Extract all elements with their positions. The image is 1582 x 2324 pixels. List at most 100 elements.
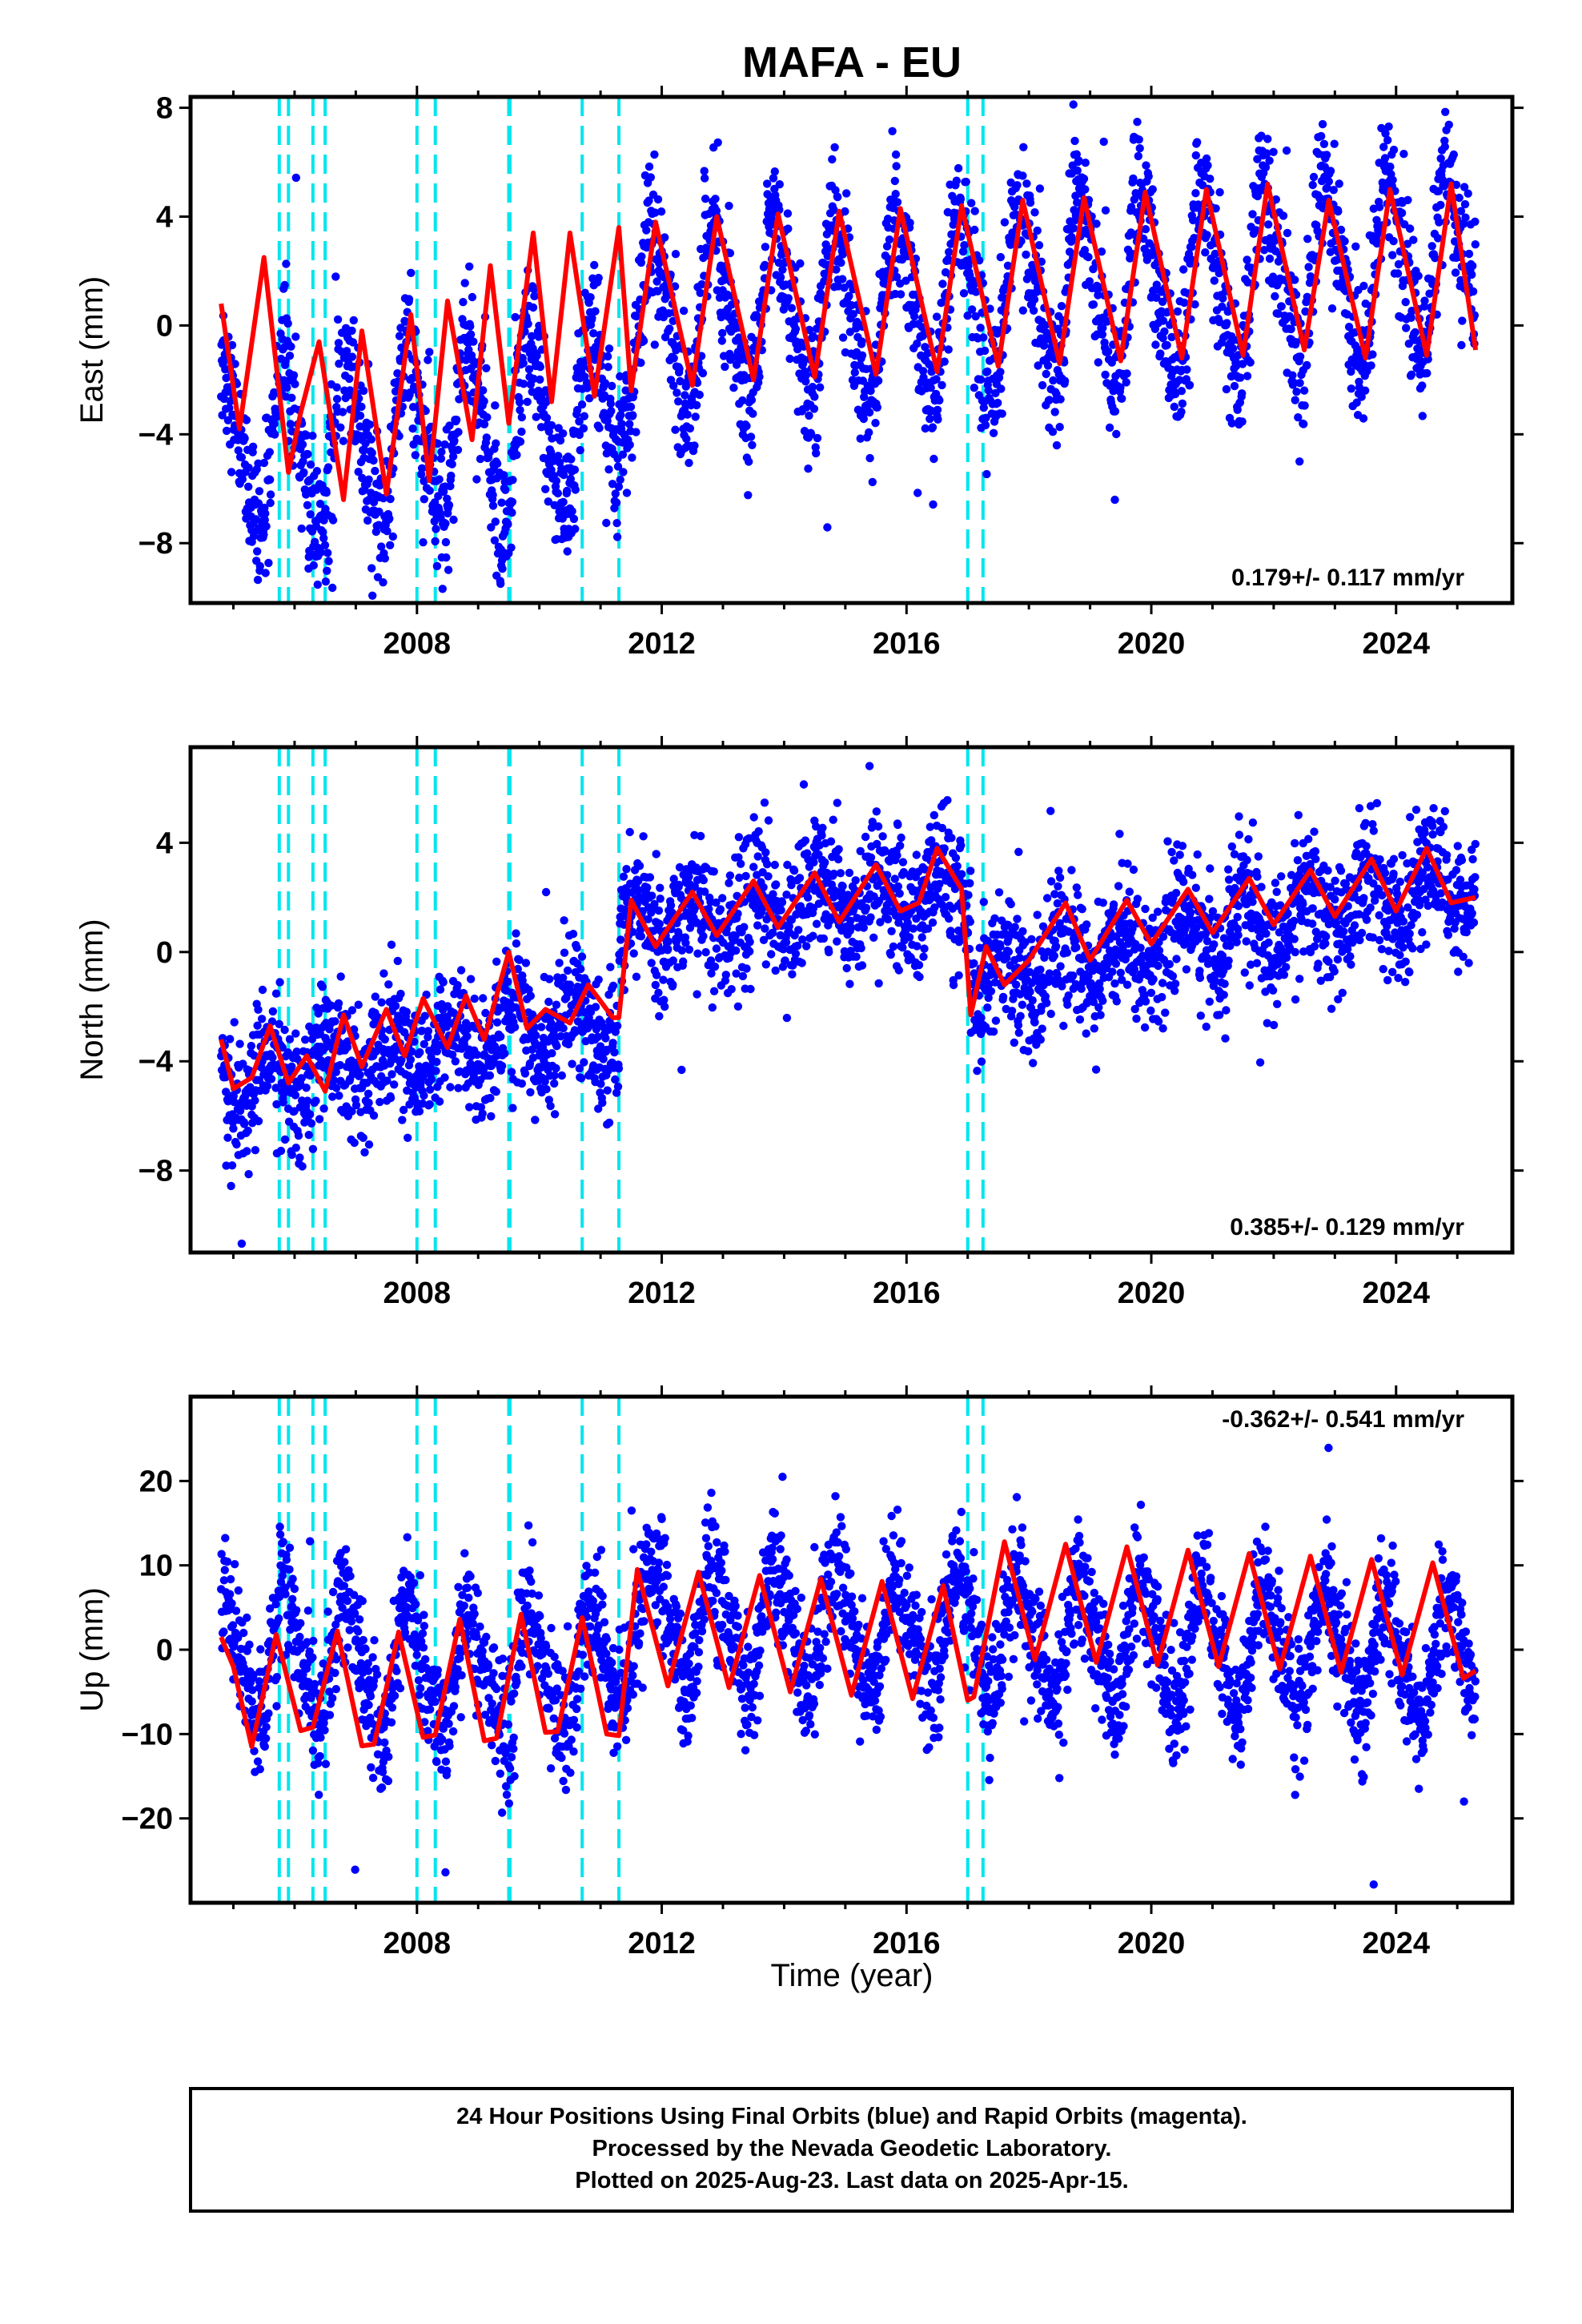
east-point-1344 (746, 432, 756, 441)
east-point-2539 (1227, 419, 1237, 428)
north-point-1501 (819, 934, 828, 943)
east-point-956 (594, 273, 603, 283)
east-point-690 (492, 439, 500, 448)
east-point-1037 (625, 440, 634, 449)
east-point-607 (459, 298, 468, 307)
north-point-1552 (838, 882, 847, 891)
north-point-403 (377, 1072, 386, 1081)
east-point-730 (508, 509, 516, 517)
north-point-845 (552, 1042, 561, 1051)
east-point-1260 (713, 138, 722, 147)
east-point-3094 (1451, 268, 1460, 277)
north-point-656 (479, 994, 488, 1003)
east-point-1442 (785, 354, 794, 364)
east-point-1455 (791, 324, 801, 333)
east-point-2016 (1018, 306, 1028, 315)
east-point-3104 (1455, 193, 1464, 203)
north-point-816 (541, 887, 551, 897)
east-point-2564 (1238, 389, 1247, 398)
east-point-770 (523, 397, 532, 406)
east-point-56 (238, 475, 247, 484)
east-point-901 (572, 405, 582, 415)
north-point-1399 (777, 906, 785, 915)
east-point-2725 (1303, 360, 1311, 370)
north-point-881 (568, 1059, 576, 1068)
east-point-584 (448, 452, 458, 461)
east-point-742 (512, 450, 521, 460)
north-point-905 (576, 1074, 586, 1083)
east-point-217 (303, 501, 312, 509)
north-point-1537 (833, 798, 842, 807)
east-point-2259 (1118, 394, 1126, 403)
east-point-1800 (930, 454, 938, 464)
east-point-2282 (1126, 203, 1136, 211)
north-point-930 (587, 1284, 595, 1292)
east-model-line (219, 181, 1479, 502)
east-point-2886 (1367, 361, 1375, 370)
north-point-764 (521, 959, 531, 967)
east-point-522 (425, 348, 434, 356)
east-point-225 (306, 510, 315, 519)
north-point-299 (335, 1060, 344, 1070)
north-point-839 (550, 1071, 559, 1080)
north-point-429 (387, 1070, 396, 1079)
east-point-709 (500, 471, 508, 480)
north-point-469 (404, 1133, 412, 1143)
east-point-2816 (1340, 237, 1349, 246)
east-point-72 (244, 463, 253, 472)
north-point-1223 (705, 904, 713, 914)
east-point-2951 (1394, 259, 1403, 269)
east-x-tick-label: 2024 (1362, 627, 1430, 661)
north-position-points (217, 762, 1480, 1292)
east-point-2434 (1185, 380, 1195, 389)
north-plot-area (217, 747, 1480, 1292)
east-point-265 (321, 577, 331, 586)
east-point-1836 (944, 345, 953, 354)
east-point-932 (585, 394, 594, 403)
east-point-2051 (1034, 361, 1042, 370)
east-point-1963 (997, 384, 1006, 393)
north-point-1443 (795, 874, 805, 883)
east-point-2524 (1222, 384, 1231, 394)
east-point-1758 (913, 489, 922, 497)
north-point-420 (384, 980, 393, 989)
north-point-872 (564, 1039, 573, 1049)
east-point-1898 (970, 280, 978, 289)
north-point-1149 (674, 880, 684, 890)
north-point-1042 (632, 972, 641, 981)
east-point-597 (455, 395, 464, 404)
north-point-640 (472, 1050, 482, 1059)
east-point-651 (476, 454, 485, 464)
east-point-2213 (1098, 324, 1107, 332)
north-point-523 (425, 1100, 434, 1109)
east-plot-area (217, 97, 1480, 603)
east-point-2002 (1013, 181, 1022, 190)
east-point-885 (567, 455, 576, 464)
east-point-2991 (1411, 328, 1419, 337)
east-point-796 (532, 352, 541, 360)
north-point-790 (532, 1031, 540, 1040)
north-point-459 (399, 1105, 408, 1115)
east-point-3077 (1444, 120, 1454, 129)
east-point-1091 (646, 173, 655, 182)
east-point-209 (299, 468, 308, 477)
east-point-804 (536, 375, 544, 384)
north-point-1323 (745, 938, 754, 947)
east-point-1381 (763, 179, 772, 188)
north-point-295 (334, 999, 343, 1008)
north-point-1660 (883, 915, 893, 924)
north-point-289 (332, 1084, 341, 1092)
north-point-1121 (664, 945, 673, 954)
east-point-1333 (742, 421, 751, 431)
east-point-268 (323, 566, 331, 575)
east-point-1230 (701, 195, 710, 203)
east-point-2833 (1347, 367, 1355, 376)
north-point-329 (347, 1107, 356, 1116)
east-point-2940 (1388, 175, 1397, 184)
east-point-694 (492, 459, 502, 468)
east-point-2479 (1203, 231, 1211, 239)
east-point-1322 (738, 396, 747, 405)
east-point-2975 (1404, 340, 1414, 348)
east-point-3126 (1464, 189, 1472, 198)
east-point-45 (234, 446, 243, 455)
